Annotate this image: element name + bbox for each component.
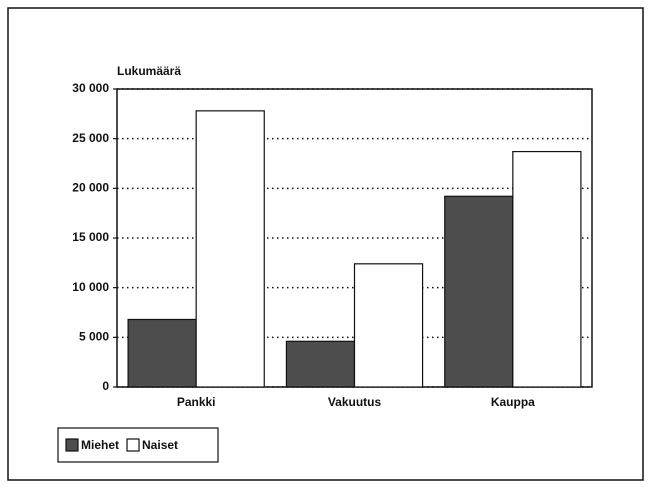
bar <box>127 318 197 388</box>
bar <box>353 263 424 388</box>
bar <box>444 195 514 388</box>
legend-label: Miehet <box>81 438 119 452</box>
y-tick-label: 25 000 <box>72 131 109 145</box>
x-tick-label: Pankki <box>177 395 216 409</box>
y-tick-label: 30 000 <box>72 81 109 95</box>
x-tick-label: Kauppa <box>491 395 535 409</box>
x-tick-label: Vakuutus <box>328 395 382 409</box>
legend-label: Naiset <box>142 438 178 452</box>
y-axis-label: Lukumäärä <box>117 64 181 78</box>
bar <box>512 150 582 388</box>
y-tick-label: 10 000 <box>72 280 109 294</box>
y-tick-label: 5 000 <box>79 330 109 344</box>
y-tick-label: 15 000 <box>72 230 109 244</box>
legend-box <box>57 427 219 463</box>
bar <box>285 340 356 388</box>
legend-swatch <box>126 438 140 452</box>
y-tick-label: 20 000 <box>72 181 109 195</box>
frame <box>7 7 644 481</box>
legend-swatch <box>65 438 79 452</box>
bar <box>195 110 265 388</box>
y-tick-label: 0 <box>102 379 109 393</box>
